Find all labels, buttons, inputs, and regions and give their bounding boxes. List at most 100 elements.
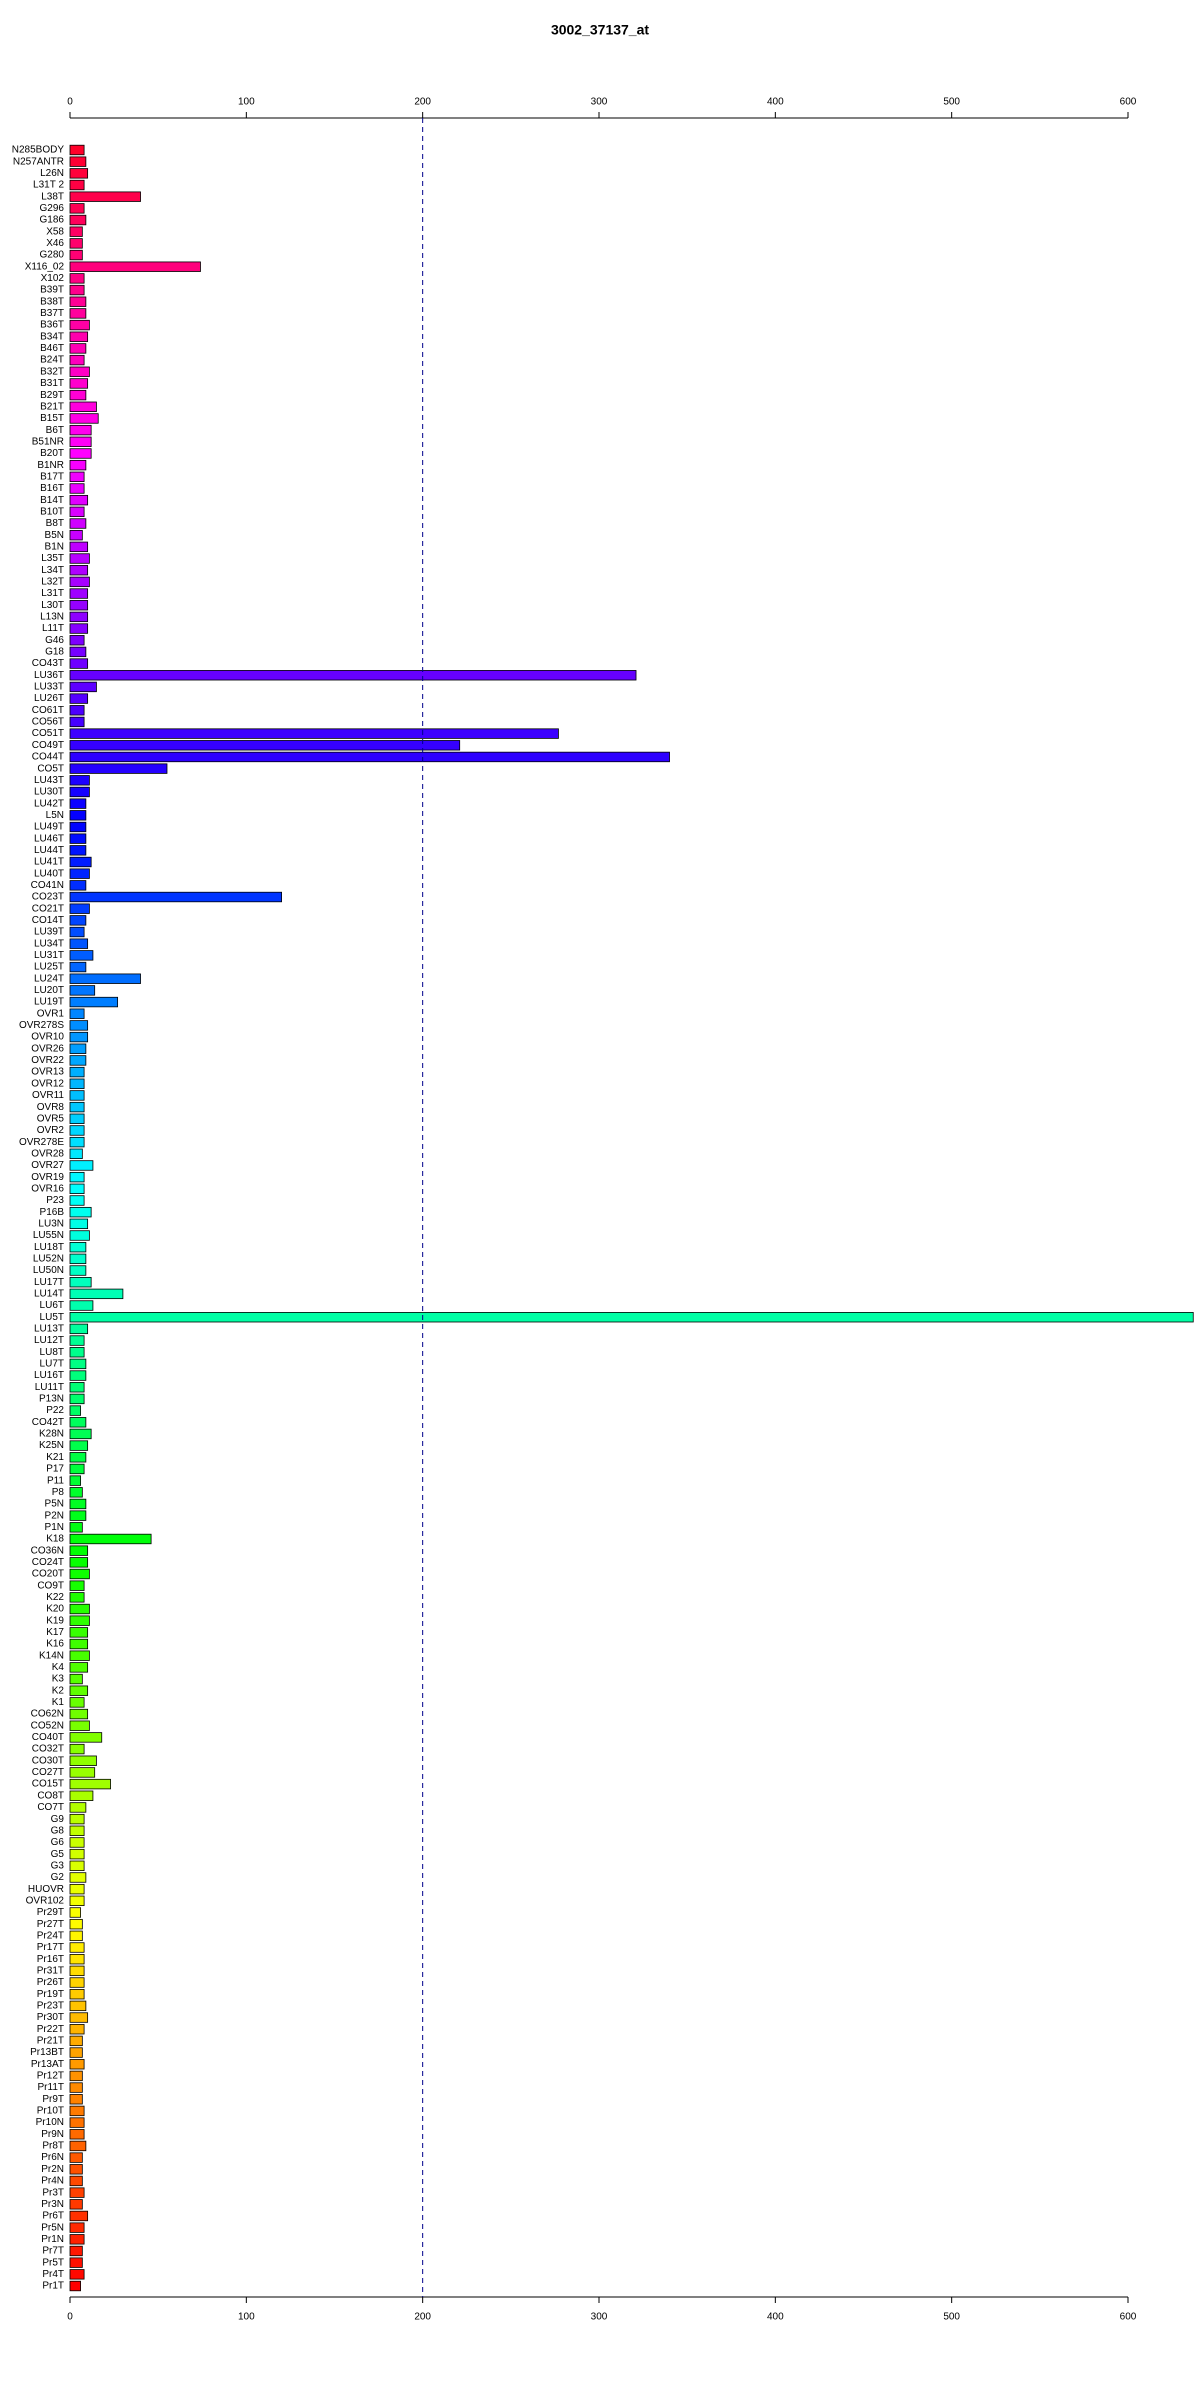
bar <box>69 1195 85 1206</box>
bar <box>69 1277 92 1288</box>
bar <box>69 1755 97 1766</box>
bar <box>69 1452 87 1463</box>
y-tick-label: P11 <box>47 1475 64 1486</box>
y-tick-label: LU33T <box>34 682 64 693</box>
y-tick-label: LU36T <box>34 670 64 681</box>
bar <box>69 565 89 576</box>
bar <box>69 2222 85 2233</box>
y-tick-label: CO51T <box>32 728 64 739</box>
y-tick-label: Pr6T <box>42 2211 64 2222</box>
x-tick-label: 100 <box>238 2312 255 2323</box>
bar <box>69 144 85 156</box>
bar <box>69 961 87 973</box>
bar <box>69 203 85 214</box>
y-tick-label: G18 <box>45 647 64 658</box>
y-tick-label: LU30T <box>34 787 64 798</box>
y-tick-label: LU3N <box>38 1218 64 1229</box>
y-tick-label: P22 <box>46 1405 64 1416</box>
bar <box>69 1055 87 1066</box>
y-tick-label: P5N <box>45 1499 64 1510</box>
bar <box>69 273 85 284</box>
bar <box>69 1148 83 1159</box>
y-tick-label: G6 <box>51 1837 65 1848</box>
y-tick-label: G296 <box>40 203 65 214</box>
bar <box>69 1778 111 1790</box>
y-tick-label: LU16T <box>34 1370 64 1381</box>
y-tick-label: LU19T <box>34 997 64 1008</box>
bar <box>69 1440 89 1451</box>
y-tick-label: OVR10 <box>31 1032 64 1043</box>
bar <box>69 1977 85 1988</box>
y-tick-label: Pr3T <box>42 2187 64 2198</box>
bar <box>69 2082 83 2093</box>
y-tick-label: B29T <box>40 390 64 401</box>
y-tick-label: LU6T <box>40 1300 64 1311</box>
bar <box>69 238 83 249</box>
y-tick-label: LU5T <box>40 1312 64 1323</box>
y-tick-label: Pr7T <box>42 2246 64 2257</box>
bar <box>69 1335 85 1346</box>
y-tick-label: LU49T <box>34 822 64 833</box>
bar <box>69 821 87 833</box>
y-tick-label: LU34T <box>34 938 64 949</box>
y-tick-label: LU52N <box>33 1253 64 1264</box>
y-tick-label: OVR278E <box>19 1137 64 1148</box>
y-tick-label: K22 <box>46 1592 64 1603</box>
y-tick-label: B10T <box>40 506 64 517</box>
bar <box>69 366 90 377</box>
y-tick-label: OVR1 <box>37 1008 65 1019</box>
bar <box>69 308 87 319</box>
bar <box>69 751 670 763</box>
bar <box>69 1031 89 1043</box>
y-tick-label: CO61T <box>32 705 64 716</box>
y-tick-label: X116_02 <box>25 261 65 272</box>
y-tick-label: OVR28 <box>31 1148 64 1159</box>
bar <box>69 658 89 669</box>
y-tick-label: LU24T <box>34 973 64 984</box>
y-tick-label: K21 <box>46 1452 64 1463</box>
bar <box>69 1043 87 1054</box>
y-tick-label: B8T <box>46 518 64 529</box>
y-tick-label: CO49T <box>32 740 64 751</box>
bar <box>69 2257 83 2268</box>
y-tick-label: Pr9N <box>41 2129 64 2140</box>
y-tick-label: Pr19T <box>37 1989 64 2000</box>
y-tick-label: LU50N <box>33 1265 64 1276</box>
bar <box>69 1638 89 1650</box>
y-tick-label: CO8T <box>37 1790 64 1801</box>
y-tick-label: LU18T <box>34 1242 64 1253</box>
y-tick-label: B1N <box>45 541 64 552</box>
bar <box>69 1848 85 1860</box>
y-tick-label: K16 <box>46 1639 64 1650</box>
x-tick-label: 0 <box>67 2312 73 2323</box>
bar <box>69 1627 89 1638</box>
y-tick-label: OVR278S <box>19 1020 64 1031</box>
y-tick-label: G8 <box>51 1825 65 1836</box>
y-tick-label: Pr24T <box>37 1930 64 1941</box>
bar <box>69 2199 83 2210</box>
bar <box>69 319 90 331</box>
y-tick-label: L26N <box>40 168 64 179</box>
bar <box>69 1953 85 1965</box>
x-tick-label: 400 <box>767 2312 784 2323</box>
bar <box>69 1136 85 1148</box>
x-tick-label: 300 <box>591 97 608 108</box>
bar <box>69 1323 89 1335</box>
y-tick-label: CO7T <box>37 1802 64 1813</box>
bar <box>69 1370 87 1381</box>
y-tick-label: G46 <box>45 635 64 646</box>
y-tick-label: CO14T <box>32 915 64 926</box>
bar <box>69 728 559 739</box>
bar <box>69 588 89 599</box>
y-tick-label: Pr4N <box>41 2176 64 2187</box>
bar <box>69 856 92 868</box>
y-tick-label: OVR2 <box>37 1125 65 1136</box>
bar <box>69 1697 85 1708</box>
y-tick-label: P8 <box>52 1487 65 1498</box>
y-tick-label: CO56T <box>32 717 64 728</box>
y-tick-label: K19 <box>46 1615 64 1626</box>
bar <box>69 1802 87 1813</box>
y-tick-label: B38T <box>40 296 64 307</box>
bar <box>69 1743 85 1755</box>
